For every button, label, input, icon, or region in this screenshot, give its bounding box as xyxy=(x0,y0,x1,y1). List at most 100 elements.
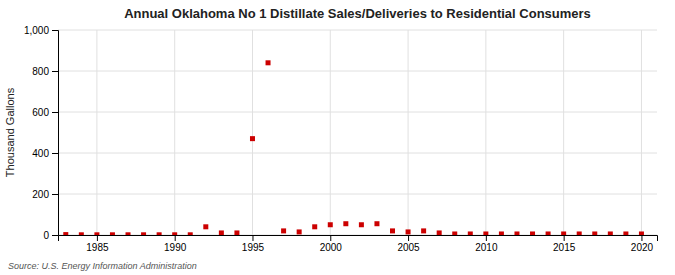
x-tick-label: 2020 xyxy=(631,242,654,253)
y-axis-title: Thousand Gallons xyxy=(4,87,16,177)
plot-area: 1985 1990 1995 2000 2005 2010 2015 2020 0 200 400 6… xyxy=(24,25,658,253)
grid-line-x xyxy=(96,30,97,235)
chart-title: Annual Oklahoma No 1 Distillate Sales/De… xyxy=(124,6,591,21)
x-tick-label: 2000 xyxy=(320,242,343,253)
point xyxy=(406,229,411,234)
x-tick-mark xyxy=(564,235,565,241)
point xyxy=(94,232,99,235)
annotation: Source: U.S. Energy Information Administ… xyxy=(8,261,197,271)
x-tick: 1990 xyxy=(164,235,187,253)
x-tick-label: 1990 xyxy=(164,242,187,253)
grid-line-y xyxy=(58,71,657,72)
y-tick-label: 200 xyxy=(32,189,49,200)
points xyxy=(63,60,644,235)
point xyxy=(437,230,442,235)
y-tick: 1,000 xyxy=(24,25,58,36)
point xyxy=(577,231,582,235)
x-axis-line xyxy=(59,236,658,242)
point xyxy=(608,231,613,235)
y-tick-mark xyxy=(52,71,58,72)
point xyxy=(188,232,193,235)
x-tick: 2015 xyxy=(553,235,576,253)
point xyxy=(234,230,239,235)
point xyxy=(561,231,566,235)
grid-line-x xyxy=(641,30,642,235)
point xyxy=(63,232,68,235)
point xyxy=(390,228,395,233)
x-tick-mark xyxy=(330,235,331,241)
x-tick-mark xyxy=(641,235,642,241)
point xyxy=(312,224,317,229)
point xyxy=(126,232,131,235)
x-tick-label: 2005 xyxy=(397,242,420,253)
x-tick: 2000 xyxy=(320,235,343,253)
x-tick-mark xyxy=(486,235,487,241)
x-tick: 2005 xyxy=(397,235,420,253)
grid-line-y xyxy=(58,153,657,154)
point xyxy=(359,222,364,227)
x-tick-label: 1985 xyxy=(86,242,109,253)
chart-root: 1985 1990 1995 2000 2005 2010 2015 2020 0 200 400 6… xyxy=(0,0,675,275)
point xyxy=(203,224,208,229)
point xyxy=(421,228,426,233)
point xyxy=(592,231,597,235)
point xyxy=(530,231,535,235)
y-tick: 400 xyxy=(32,148,58,159)
grid-line-x xyxy=(485,30,486,235)
point xyxy=(468,231,473,235)
point xyxy=(546,231,551,235)
y-tick-mark xyxy=(52,153,58,154)
y-tick-label: 600 xyxy=(32,107,49,118)
point xyxy=(623,231,628,235)
point xyxy=(219,230,224,235)
point xyxy=(250,136,255,141)
point xyxy=(328,222,333,227)
x-tick: 1985 xyxy=(86,235,109,253)
point xyxy=(79,232,84,235)
x-tick-label: 1995 xyxy=(242,242,265,253)
y-tick-label: 800 xyxy=(32,66,49,77)
y-axis-line xyxy=(52,31,59,236)
y-tick: 0 xyxy=(43,230,58,241)
point xyxy=(172,232,177,235)
y-tick-mark xyxy=(52,235,58,236)
grid-line-y xyxy=(58,30,657,31)
grid-line-x xyxy=(408,30,409,235)
point xyxy=(297,229,302,234)
x-tick-mark xyxy=(252,235,253,241)
x-tick: 2020 xyxy=(631,235,654,253)
point xyxy=(483,231,488,235)
grid xyxy=(58,30,657,235)
point xyxy=(374,221,379,226)
y-tick-mark xyxy=(52,112,58,113)
y-tick-mark xyxy=(52,30,58,31)
x-axis: 1985 1990 1995 2000 2005 2010 2015 2020 xyxy=(59,235,658,253)
point xyxy=(281,228,286,233)
x-tick-label: 2010 xyxy=(475,242,498,253)
x-tick-mark xyxy=(97,235,98,241)
x-tick-mark xyxy=(175,235,176,241)
y-tick-mark xyxy=(52,194,58,195)
point xyxy=(157,232,162,235)
x-tick: 2010 xyxy=(475,235,498,253)
y-tick: 600 xyxy=(32,107,58,118)
y-tick-label: 400 xyxy=(32,148,49,159)
point xyxy=(514,231,519,235)
x-tick-mark xyxy=(408,235,409,241)
point xyxy=(499,231,504,235)
y-axis: 0 200 400 600 800 1,000 xyxy=(24,25,59,241)
point xyxy=(110,232,115,235)
grid-line-x xyxy=(563,30,564,235)
point xyxy=(141,232,146,235)
grid-line-y xyxy=(58,112,657,113)
point xyxy=(452,231,457,235)
y-tick: 800 xyxy=(32,66,58,77)
y-tick-label: 1,000 xyxy=(24,25,49,36)
point xyxy=(343,221,348,226)
x-tick: 1995 xyxy=(242,235,265,253)
grid-line-y xyxy=(58,194,657,195)
x-tick-label: 2015 xyxy=(553,242,576,253)
y-tick: 200 xyxy=(32,189,58,200)
point xyxy=(639,231,644,235)
grid-line-x xyxy=(252,30,253,235)
